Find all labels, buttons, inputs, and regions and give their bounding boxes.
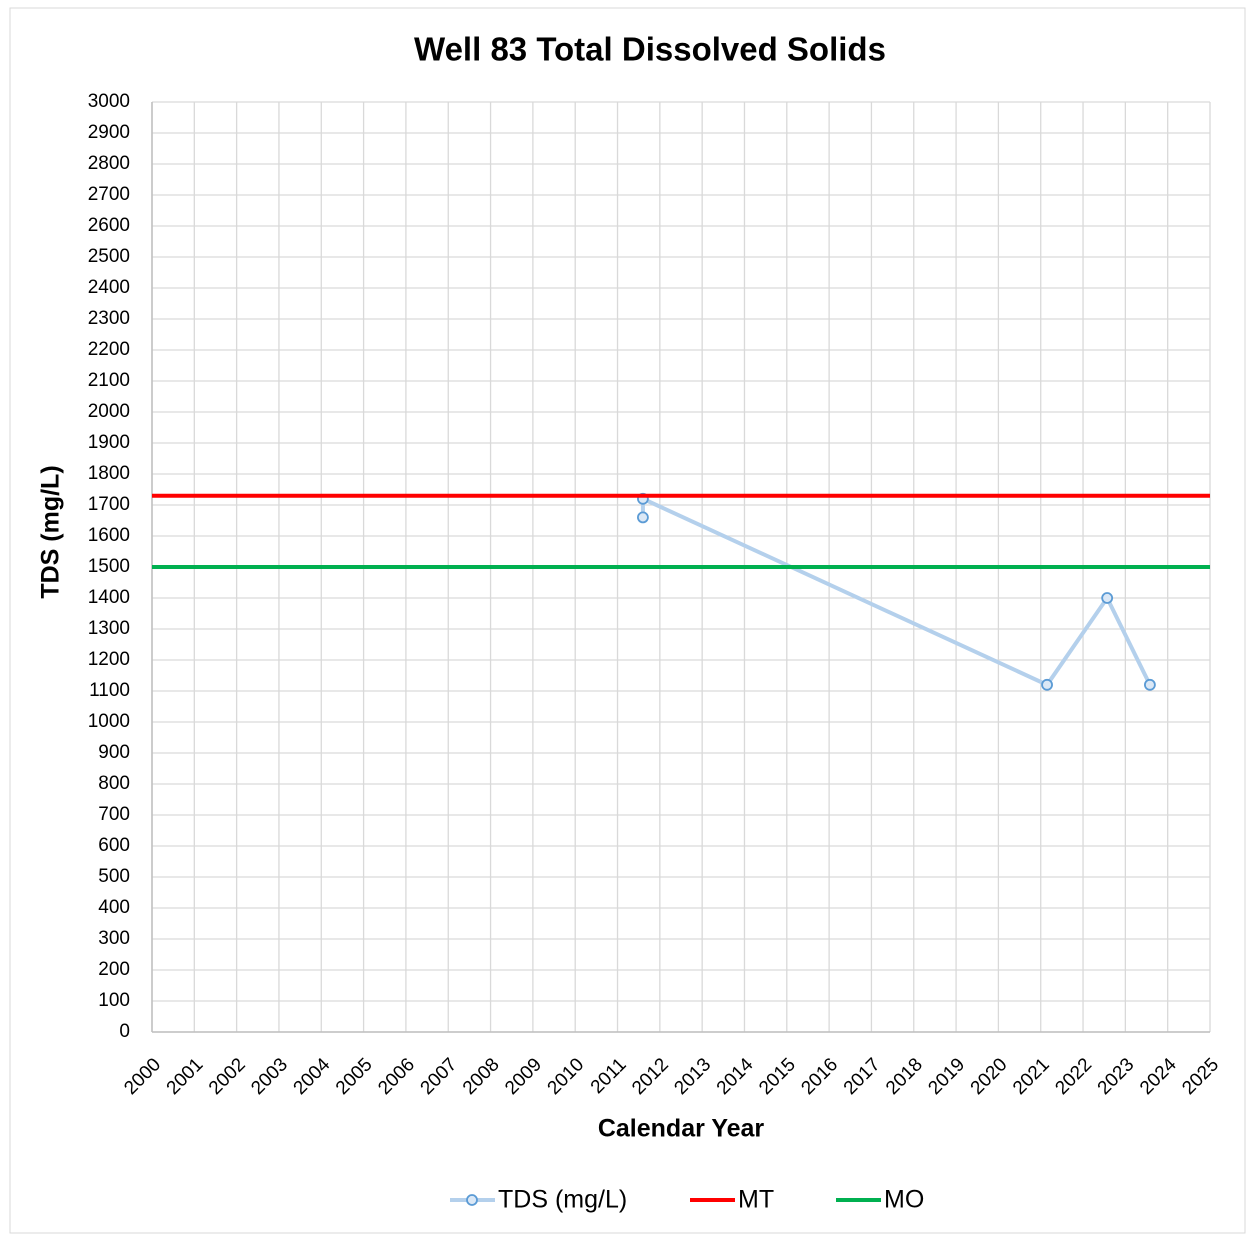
chart-border <box>9 7 1246 1234</box>
y-tick-label: 1900 <box>88 432 130 453</box>
y-tick-label: 1400 <box>88 587 130 608</box>
y-tick-label: 1500 <box>88 556 130 577</box>
legend-label: TDS (mg/L) <box>498 1186 627 1214</box>
y-tick-label: 600 <box>98 835 130 856</box>
legend-label: MT <box>738 1186 774 1214</box>
y-tick-label: 900 <box>98 742 130 763</box>
y-tick-label: 2400 <box>88 277 130 298</box>
x-axis-label: Calendar Year <box>598 1115 765 1143</box>
y-tick-label: 1300 <box>88 618 130 639</box>
y-tick-label: 700 <box>98 804 130 825</box>
y-tick-label: 2300 <box>88 308 130 329</box>
y-axis-label: TDS (mg/L) <box>37 465 65 598</box>
y-tick-label: 800 <box>98 773 130 794</box>
y-tick-label: 2100 <box>88 370 130 391</box>
data-point <box>1101 592 1114 604</box>
data-point <box>1144 678 1156 691</box>
legend-label: MO <box>884 1186 924 1214</box>
y-tick-label: 1000 <box>88 711 130 732</box>
chart-title: Well 83 Total Dissolved Solids <box>414 31 886 68</box>
y-tick-label: 2800 <box>88 153 130 174</box>
y-tick-label: 1200 <box>88 649 130 670</box>
y-tick-label: 200 <box>98 959 130 980</box>
y-tick-label: 2500 <box>88 246 130 267</box>
y-tick-label: 2600 <box>88 215 130 236</box>
y-tick-label: 1100 <box>89 680 130 701</box>
y-tick-label: 3000 <box>88 91 130 112</box>
y-tick-label: 400 <box>98 897 130 918</box>
y-tick-label: 300 <box>98 928 130 949</box>
y-tick-label: 2200 <box>88 339 130 360</box>
legend-marker <box>466 1194 478 1206</box>
y-tick-label: 1600 <box>88 525 130 546</box>
data-point <box>637 511 649 524</box>
y-tick-label: 2900 <box>88 122 130 143</box>
y-tick-label: 2000 <box>88 401 130 422</box>
data-point <box>1041 678 1053 691</box>
y-tick-label: 100 <box>98 990 130 1011</box>
y-tick-label: 2700 <box>88 184 130 205</box>
y-tick-label: 1700 <box>88 494 130 515</box>
y-tick-label: 500 <box>98 866 130 887</box>
y-tick-label: 0 <box>119 1021 130 1042</box>
y-tick-label: 1800 <box>88 463 130 484</box>
